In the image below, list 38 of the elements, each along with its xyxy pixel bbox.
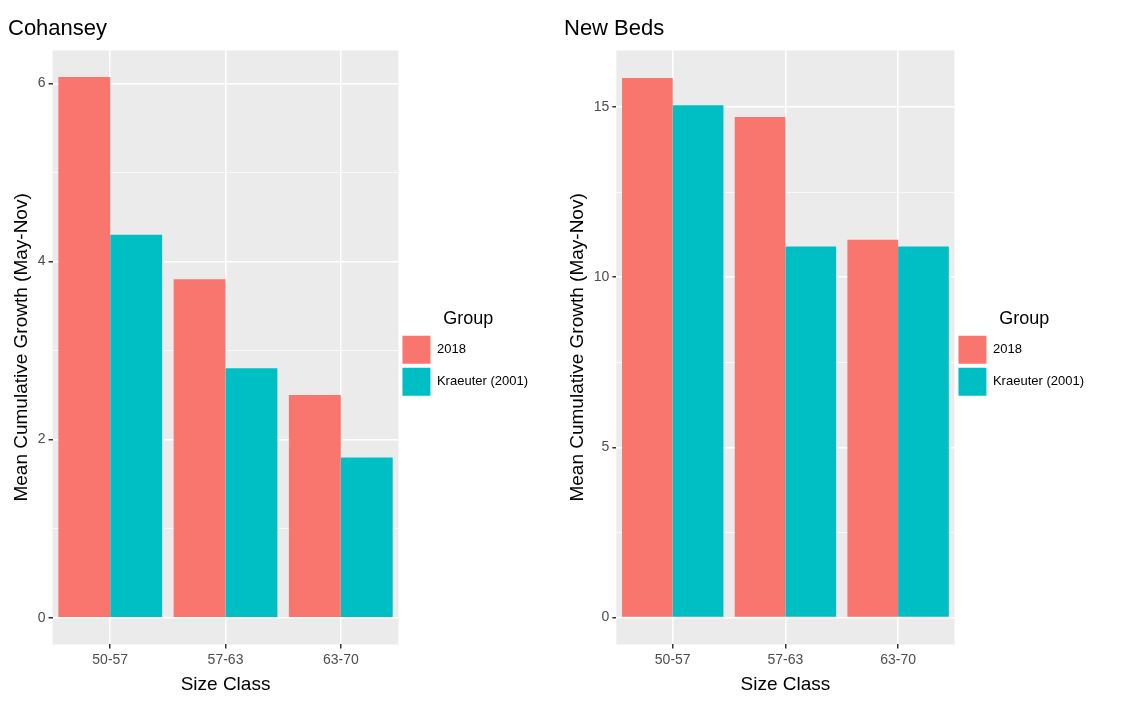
bar — [672, 105, 724, 617]
x-tick-label: 50-57 — [654, 650, 691, 667]
y-tick-label: 10 — [593, 267, 610, 284]
bar — [785, 246, 837, 617]
x-axis-title: Size Class — [740, 672, 831, 694]
x-axis-title: Size Class — [180, 672, 271, 694]
x-tick-label: 63-70 — [880, 650, 917, 667]
bar — [58, 77, 111, 617]
chart-title: Cohansey — [8, 15, 108, 41]
legend-label: 2018 — [992, 341, 1022, 357]
legend-label: 2018 — [436, 341, 466, 357]
bar — [288, 395, 341, 617]
bar — [734, 117, 786, 617]
legend-label: Kraeuter (2001) — [436, 373, 529, 389]
x-tick-label: 57-63 — [207, 650, 244, 667]
x-tick-label: 57-63 — [767, 650, 804, 667]
y-tick-label: 15 — [593, 97, 610, 114]
legend-title: Group — [999, 308, 1050, 329]
y-tick-label: 6 — [37, 74, 46, 91]
bar — [622, 77, 673, 617]
x-tick-label: 50-57 — [92, 650, 129, 667]
bar — [340, 457, 393, 617]
y-tick-label: 2 — [37, 430, 46, 447]
x-tick-label: 63-70 — [322, 650, 359, 667]
chart-title: New Beds — [564, 15, 665, 41]
bar — [110, 234, 163, 617]
bar — [225, 368, 278, 617]
bar — [847, 239, 899, 617]
y-axis-title: Mean Cumulative Growth (May-Nov) — [565, 193, 587, 502]
bar — [898, 246, 949, 617]
y-tick-label: 0 — [37, 608, 46, 625]
legend-title: Group — [443, 308, 494, 329]
y-axis-title: Mean Cumulative Growth (May-Nov) — [9, 193, 31, 502]
bar — [173, 279, 226, 617]
y-tick-label: 0 — [601, 608, 610, 625]
y-tick-label: 4 — [37, 252, 46, 269]
legend-label: Kraeuter (2001) — [992, 373, 1085, 389]
y-tick-label: 5 — [601, 438, 610, 455]
